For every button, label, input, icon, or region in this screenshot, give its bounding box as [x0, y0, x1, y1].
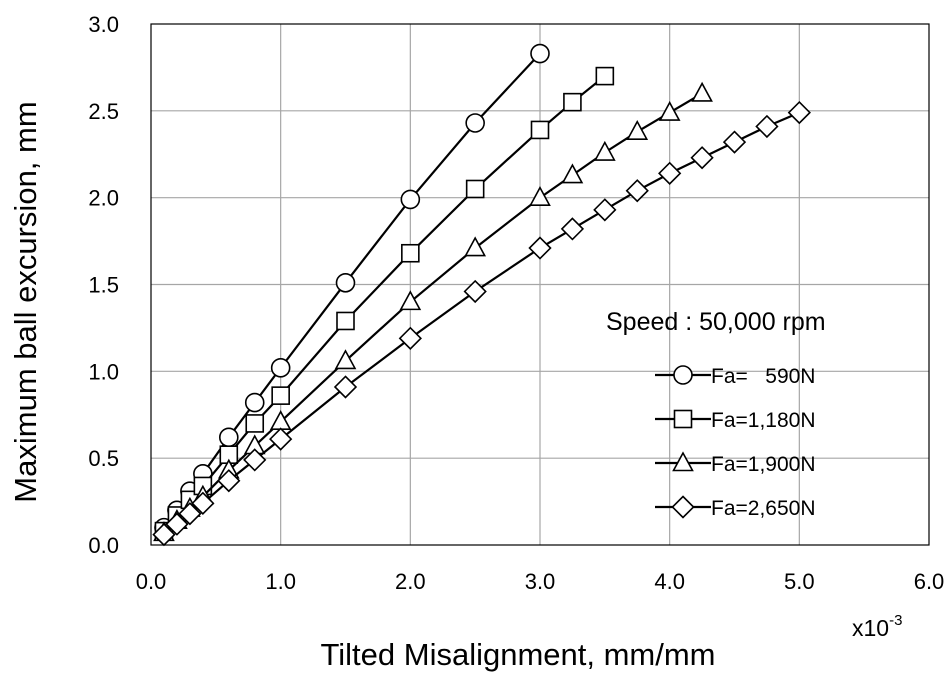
- y-tick-label: 0.5: [88, 446, 119, 471]
- x-tick-label: 2.0: [395, 569, 426, 594]
- data-point-square: [271, 386, 290, 405]
- data-point-triangle: [626, 119, 649, 140]
- data-point-square: [465, 179, 485, 199]
- data-point-diamond: [625, 179, 649, 203]
- data-point-diamond: [787, 100, 811, 125]
- y-tick-label: 2.5: [88, 99, 119, 124]
- series-diamond: [152, 100, 811, 547]
- y-axis-ticks: 0.0 0.5 1.0 1.5 2.0 2.5 3.0: [88, 12, 119, 558]
- data-point-circle: [465, 113, 485, 133]
- data-point-circle: [270, 358, 291, 378]
- plot-frame: [150, 23, 930, 546]
- x-axis-ticks: 0.0 1.0 2.0 3.0 4.0 5.0 6.0: [136, 569, 945, 594]
- data-point-square: [245, 414, 265, 433]
- series-circle: [154, 43, 550, 538]
- y-tick-label: 1.0: [88, 359, 119, 384]
- data-point-diamond: [152, 522, 176, 547]
- data-point-diamond: [658, 161, 682, 185]
- data-point-triangle: [464, 236, 487, 257]
- data-point-diamond: [755, 114, 779, 139]
- x-tick-label: 6.0: [914, 569, 945, 594]
- legend-marker-square: [673, 409, 693, 429]
- legend-label: Fa=2,650N: [711, 497, 816, 520]
- legend-label: Fa= 590N: [711, 365, 815, 388]
- legend-label: Fa=1,900N: [711, 453, 816, 476]
- x-tick-label: 4.0: [654, 569, 685, 594]
- data-point-triangle: [529, 185, 551, 206]
- y-tick-label: 3.0: [88, 12, 119, 37]
- data-point-diamond: [528, 236, 552, 260]
- data-point-diamond: [178, 502, 202, 526]
- legend-item: Fa=1,180N: [655, 409, 816, 432]
- data-point-diamond: [243, 448, 267, 472]
- x-tick-label: 1.0: [265, 569, 296, 594]
- data-point-circle: [530, 43, 550, 64]
- data-point-triangle: [399, 290, 422, 311]
- data-point-diamond: [191, 491, 215, 515]
- data-point-diamond: [560, 217, 585, 241]
- x-axis-label: Tilted Misalignment, mm/mm: [320, 637, 715, 672]
- legend-label: Fa=1,180N: [711, 409, 816, 432]
- data-point-diamond: [690, 146, 714, 170]
- data-point-diamond: [722, 130, 747, 154]
- data-point-triangle: [561, 163, 584, 184]
- legend: Fa= 590N Fa=1,180N Fa=1,900N Fa=2,650N: [655, 365, 816, 520]
- data-point-square: [530, 120, 550, 140]
- legend-item: Fa= 590N: [655, 365, 815, 388]
- y-axis-label: Maximum ball excursion, mm: [8, 101, 43, 502]
- x-tick-label: 0.0: [136, 569, 167, 594]
- x-axis-multiplier-exponent: -3: [889, 612, 902, 629]
- data-point-diamond: [217, 469, 241, 493]
- y-tick-label: 2.0: [88, 186, 119, 211]
- data-point-diamond: [165, 512, 189, 536]
- legend-item: Fa=1,900N: [655, 451, 816, 476]
- legend-marker-triangle: [672, 451, 694, 472]
- data-point-circle: [335, 272, 356, 293]
- x-axis-multiplier-base: x10: [852, 615, 889, 641]
- data-point-triangle: [691, 81, 713, 102]
- legend-marker-circle: [673, 365, 693, 385]
- x-tick-label: 3.0: [525, 569, 556, 594]
- x-tick-label: 5.0: [784, 569, 815, 594]
- data-point-circle: [400, 189, 421, 210]
- data-point-square: [563, 92, 582, 112]
- legend-marker-diamond: [671, 495, 695, 519]
- data-point-triangle: [593, 140, 616, 161]
- legend-item: Fa=2,650N: [655, 495, 816, 520]
- data-point-diamond: [398, 326, 422, 350]
- data-point-diamond: [463, 279, 487, 304]
- y-tick-label: 1.5: [88, 273, 119, 298]
- data-point-circle: [244, 392, 265, 413]
- data-point-triangle: [658, 100, 681, 121]
- y-tick-label: 0.0: [88, 533, 119, 558]
- data-point-circle: [219, 427, 239, 448]
- data-point-diamond: [593, 198, 617, 222]
- x-axis-multiplier: x10-3: [852, 612, 902, 641]
- data-point-square: [336, 311, 355, 331]
- data-point-square: [595, 66, 615, 86]
- data-point-diamond: [333, 375, 358, 399]
- legend-title: Speed : 50,000 rpm: [606, 308, 826, 336]
- data-point-diamond: [269, 427, 293, 451]
- data-point-triangle: [334, 349, 357, 370]
- data-point-square: [401, 243, 420, 263]
- series-layer: [152, 43, 811, 547]
